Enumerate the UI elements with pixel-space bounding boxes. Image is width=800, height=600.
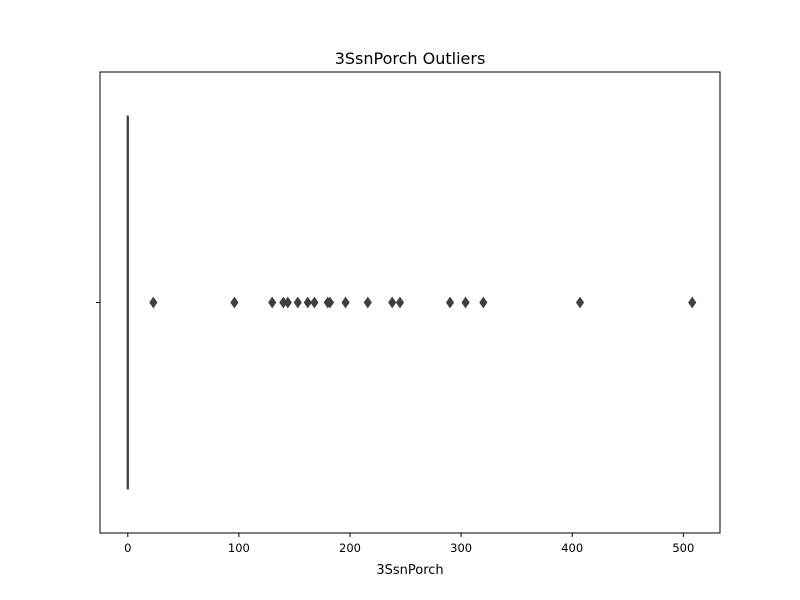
outlier-point	[395, 296, 405, 309]
outlier-point	[363, 296, 372, 309]
x-tick-label: 200	[339, 541, 361, 555]
outlier-points	[149, 296, 697, 309]
x-axis: 0 100 200 300 400 500	[124, 533, 694, 555]
x-axis-label: 3SsnPorch	[376, 563, 443, 578]
x-tick-label: 500	[672, 541, 694, 555]
outlier-point	[479, 296, 488, 309]
outlier-point	[325, 296, 335, 309]
outlier-point	[310, 296, 319, 309]
outlier-point	[268, 296, 277, 309]
outlier-point	[461, 296, 470, 309]
outlier-point	[283, 296, 292, 309]
x-tick-label: 400	[561, 541, 583, 555]
outlier-point	[303, 296, 312, 309]
plot-area	[99, 71, 721, 534]
outlier-point	[575, 296, 585, 309]
x-tick-label: 0	[124, 541, 131, 555]
outlier-point	[293, 296, 302, 309]
outlier-point	[688, 296, 697, 309]
outlier-point	[445, 296, 455, 309]
chart-title: 3SsnPorch Outliers	[335, 49, 486, 68]
x-tick-label: 100	[228, 541, 250, 555]
outlier-point	[341, 296, 350, 309]
x-tick-label: 300	[450, 541, 472, 555]
outlier-point	[149, 296, 158, 309]
outlier-point	[388, 296, 397, 309]
outlier-point	[230, 296, 239, 309]
